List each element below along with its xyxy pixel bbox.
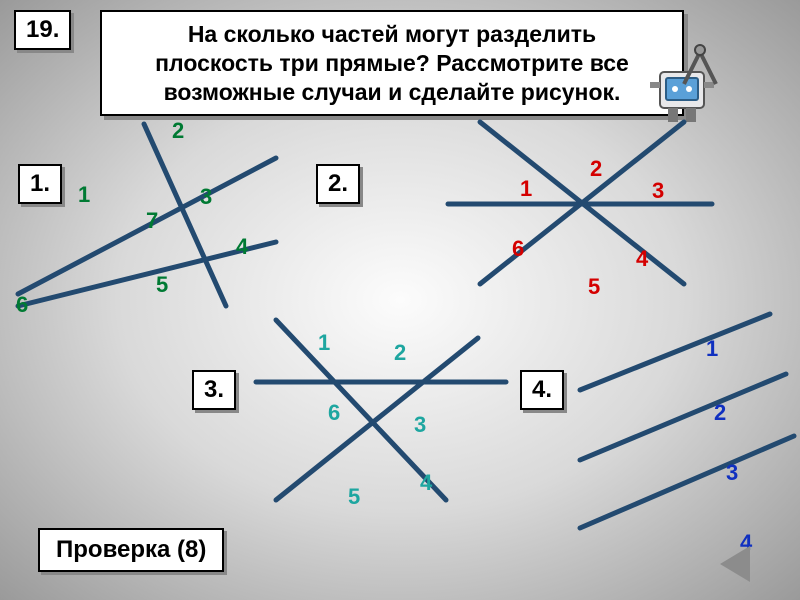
- region-label: 2: [590, 156, 602, 182]
- region-label: 1: [706, 336, 718, 362]
- region-label: 4: [636, 246, 648, 272]
- region-label: 2: [394, 340, 406, 366]
- question-line1: На сколько частей могут разделить: [188, 21, 596, 47]
- diagram-4-box: 4.: [520, 370, 564, 410]
- question-line2: плоскость три прямые? Рассмотрите все: [155, 50, 629, 76]
- stage: { "question": { "number": "19.", "text_l…: [0, 0, 800, 600]
- region-label: 3: [200, 184, 212, 210]
- region-label: 3: [726, 460, 738, 486]
- question-line3: возможные случаи и сделайте рисунок.: [164, 79, 621, 105]
- region-label: 4: [420, 470, 432, 496]
- region-label: 5: [156, 272, 168, 298]
- region-label: 1: [520, 176, 532, 202]
- diagram-4-label: 4.: [532, 376, 552, 403]
- diagram-2-box: 2.: [316, 164, 360, 204]
- answer-text: Проверка (8): [56, 536, 206, 563]
- answer-box[interactable]: Проверка (8): [38, 528, 224, 572]
- diagram-3-lines: [246, 310, 516, 510]
- region-label: 7: [146, 208, 158, 234]
- problem-number: 19.: [26, 16, 59, 43]
- region-label: 6: [328, 400, 340, 426]
- region-label: 5: [348, 484, 360, 510]
- region-label: 3: [652, 178, 664, 204]
- region-label: 2: [172, 118, 184, 144]
- region-label: 5: [588, 274, 600, 300]
- region-label: 1: [78, 182, 90, 208]
- back-arrow-icon[interactable]: [720, 546, 750, 582]
- problem-number-box: 19.: [14, 10, 71, 50]
- diagram-2-label: 2.: [328, 170, 348, 197]
- diagram-4-lines: [570, 306, 800, 556]
- diagram-3-label: 3.: [204, 376, 224, 403]
- region-label: 3: [414, 412, 426, 438]
- question-box: На сколько частей могут разделить плоско…: [100, 10, 684, 116]
- diagram-3-box: 3.: [192, 370, 236, 410]
- region-label: 6: [16, 292, 28, 318]
- region-label: 6: [512, 236, 524, 262]
- region-label: 1: [318, 330, 330, 356]
- diagram-2-lines: [440, 114, 720, 314]
- region-label: 2: [714, 400, 726, 426]
- region-label: 4: [236, 234, 248, 260]
